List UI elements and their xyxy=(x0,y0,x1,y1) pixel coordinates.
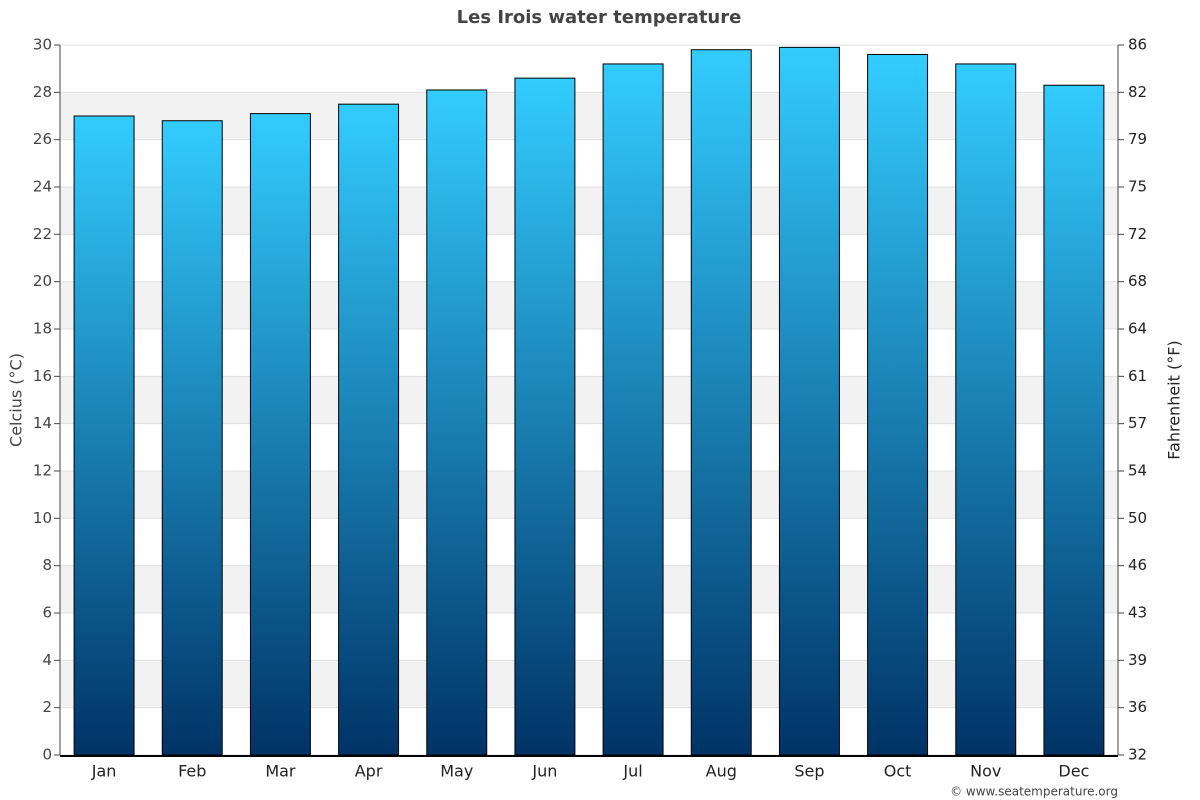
y2-tick-label: 43 xyxy=(1128,604,1147,622)
bar xyxy=(338,103,400,756)
grid-band xyxy=(60,565,1118,613)
bar xyxy=(514,77,576,756)
bar xyxy=(73,115,135,756)
bar xyxy=(426,89,488,756)
x-tick-label: Nov xyxy=(970,762,1001,781)
grid-band xyxy=(60,187,1118,235)
y-tick-label: 30 xyxy=(33,36,52,54)
grid-band xyxy=(60,92,1118,140)
y2-tick-label: 82 xyxy=(1128,83,1147,101)
y-tick-label: 20 xyxy=(33,272,52,290)
bar xyxy=(955,63,1017,756)
y2-tick-label: 50 xyxy=(1128,509,1147,527)
y2-tick-label: 54 xyxy=(1128,462,1147,480)
x-tick-label: Jan xyxy=(91,762,117,781)
y2-tick-label: 39 xyxy=(1128,651,1147,669)
bar xyxy=(249,113,311,756)
y-tick-label: 4 xyxy=(42,651,52,669)
chart-title: Les Irois water temperature xyxy=(457,7,742,28)
y2-tick-label: 68 xyxy=(1128,272,1147,290)
y-tick-label: 14 xyxy=(33,414,52,432)
bar xyxy=(867,53,929,756)
y2-tick-label: 46 xyxy=(1128,556,1147,574)
y-tick-label: 26 xyxy=(33,130,52,148)
y-tick-label: 22 xyxy=(33,225,52,243)
y2-tick-label: 72 xyxy=(1128,225,1147,243)
x-tick-label: Aug xyxy=(706,762,737,781)
y2-tick-label: 75 xyxy=(1128,178,1147,196)
x-tick-label: Mar xyxy=(265,762,296,781)
x-tick-label: Dec xyxy=(1058,762,1089,781)
grid-band xyxy=(60,376,1118,424)
y-tick-label: 10 xyxy=(33,509,52,527)
y2-tick-label: 57 xyxy=(1128,414,1147,432)
y-axis-label: Celcius (°C) xyxy=(7,353,26,447)
y-tick-label: 28 xyxy=(33,83,52,101)
x-tick-label: Sep xyxy=(794,762,824,781)
bar xyxy=(1043,84,1105,756)
y-tick-label: 24 xyxy=(33,178,52,196)
x-tick-label: May xyxy=(440,762,473,781)
bar xyxy=(778,46,840,756)
bar xyxy=(161,120,223,756)
y-tick-label: 6 xyxy=(42,604,52,622)
source-credit: © www.seatemperature.org xyxy=(950,785,1118,799)
grid-band xyxy=(60,471,1118,519)
y-tick-label: 18 xyxy=(33,320,52,338)
bar xyxy=(690,49,752,756)
y2-axis-label: Fahrenheit (°F) xyxy=(1165,340,1184,459)
y-tick-label: 2 xyxy=(42,698,52,716)
y2-tick-label: 86 xyxy=(1128,36,1147,54)
y2-tick-label: 79 xyxy=(1128,130,1147,148)
y2-tick-label: 61 xyxy=(1128,367,1147,385)
grid-band xyxy=(60,660,1118,708)
y2-tick-label: 36 xyxy=(1128,698,1147,716)
bar xyxy=(602,63,664,756)
x-tick-label: Jul xyxy=(622,762,642,781)
x-tick-label: Apr xyxy=(355,762,383,781)
y-tick-label: 0 xyxy=(42,746,52,764)
y2-tick-label: 64 xyxy=(1128,320,1147,338)
y-tick-label: 16 xyxy=(33,367,52,385)
y-tick-label: 12 xyxy=(33,462,52,480)
y-tick-label: 8 xyxy=(42,556,52,574)
y2-tick-label: 32 xyxy=(1128,746,1147,764)
x-tick-label: Oct xyxy=(884,762,912,781)
x-tick-label: Jun xyxy=(531,762,557,781)
grid-band xyxy=(60,281,1118,329)
x-tick-label: Feb xyxy=(178,762,206,781)
